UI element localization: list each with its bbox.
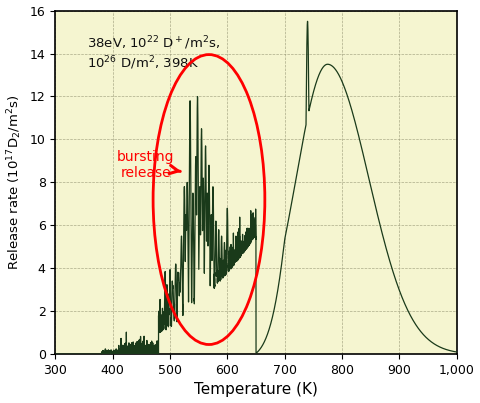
Text: bursting
release: bursting release [117,150,180,180]
X-axis label: Temperature (K): Temperature (K) [194,382,318,397]
Y-axis label: Release rate (10$^{17}$D$_2$/m$^2$s): Release rate (10$^{17}$D$_2$/m$^2$s) [6,95,24,270]
Text: 38eV, 10$^{22}$ D$^+$/m$^2$s,
10$^{26}$ D/m$^2$, 398K: 38eV, 10$^{22}$ D$^+$/m$^2$s, 10$^{26}$ … [87,35,221,73]
